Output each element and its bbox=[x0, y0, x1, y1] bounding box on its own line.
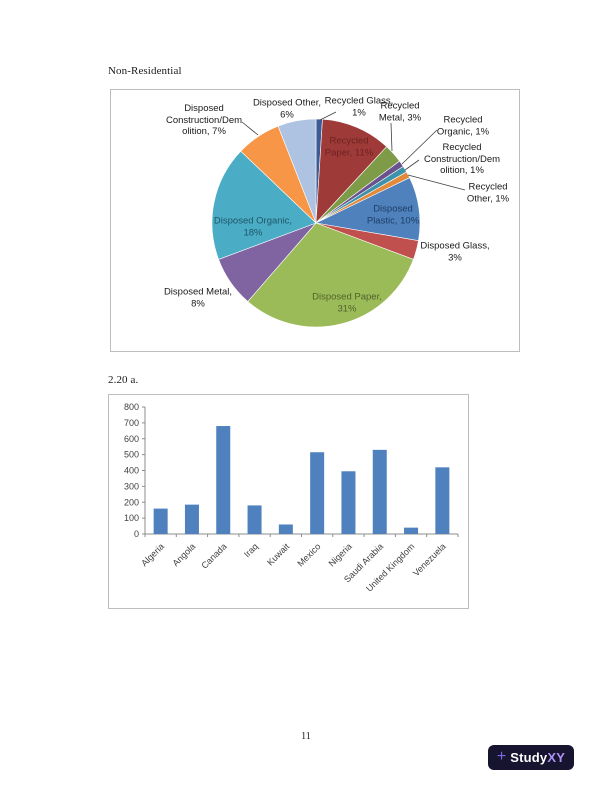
pie-label-disposed-paper: Disposed Paper, 31% bbox=[312, 291, 382, 315]
pie-leader-recycled-metal bbox=[390, 122, 393, 152]
pie-label-recycled-glass: Recycled Glass, 1% bbox=[324, 95, 394, 119]
y-tick-label: 200 bbox=[124, 497, 139, 507]
pie-slice-disposed-organic bbox=[211, 150, 317, 260]
pie-label-recycled-other: Recycled Other, 1% bbox=[466, 181, 510, 205]
pie-leader-recycled-glass bbox=[319, 111, 337, 121]
y-tick-label: 100 bbox=[124, 513, 139, 523]
x-category-label-nigeria: Nigeria bbox=[327, 541, 354, 568]
y-tick-label: 700 bbox=[124, 418, 139, 428]
y-tick-label: 800 bbox=[124, 402, 139, 412]
pie-label-disposed-metal: Disposed Metal, 8% bbox=[163, 286, 233, 310]
y-tick-label: 600 bbox=[124, 434, 139, 444]
studyxy-logo: + StudyXY bbox=[488, 745, 574, 770]
section-label-220a: 2.20 a. bbox=[108, 374, 139, 386]
x-category-label-mexico: Mexico bbox=[295, 541, 322, 568]
x-category-label-venezuela: Venezuela bbox=[411, 541, 448, 578]
page-number: 11 bbox=[301, 731, 311, 742]
bar-saudi-arabia bbox=[372, 449, 387, 534]
pie-slice-recycled-paper bbox=[315, 118, 388, 224]
pie-label-recycled-paper: Recycled Paper, 11% bbox=[324, 135, 374, 159]
bar-nigeria bbox=[341, 471, 356, 534]
y-tick-label: 0 bbox=[134, 529, 139, 539]
bar-algeria bbox=[153, 508, 168, 534]
bar-iraq bbox=[247, 505, 262, 534]
bar-svg: 0 100 200 300 400 500 600 700 800 Algeria Angola Ca… bbox=[124, 402, 459, 594]
bar-united-kingdom bbox=[404, 527, 419, 534]
bar-kuwait bbox=[278, 524, 293, 534]
pie-chart-frame: Recycled Glass, 1% Recycled Paper, 11% Recyc… bbox=[110, 89, 520, 352]
bar-chart-frame: 0 100 200 300 400 500 600 700 800 Algeria Angola Ca… bbox=[108, 394, 469, 609]
bar-venezuela bbox=[435, 467, 450, 534]
pie-label-disposed-plastic: Disposed Plastic, 10% bbox=[366, 203, 420, 227]
y-tick-label: 500 bbox=[124, 450, 139, 460]
pie-label-disposed-construction-demolition: Disposed Construction/Dem olition, 7% bbox=[165, 102, 243, 137]
logo-text-study: Study bbox=[510, 749, 548, 765]
pie-label-recycled-metal: Recycled Metal, 3% bbox=[378, 100, 422, 124]
pie-label-disposed-organic: Disposed Organic, 18% bbox=[213, 215, 293, 239]
pie-svg bbox=[211, 111, 466, 328]
pie-slice-disposed-paper bbox=[247, 222, 414, 328]
x-category-label-canada: Canada bbox=[199, 541, 228, 570]
pie-leader-recycled-construction-demolition bbox=[404, 159, 420, 171]
x-category-label-iraq: Iraq bbox=[242, 541, 260, 559]
bar-angola bbox=[184, 504, 199, 534]
plus-icon: + bbox=[496, 748, 507, 765]
x-category-label-algeria: Algeria bbox=[139, 541, 166, 568]
pie-label-disposed-other: Disposed Other, 6% bbox=[252, 97, 322, 121]
pie-label-recycled-construction-demolition: Recycled Construction/Dem olition, 1% bbox=[423, 141, 501, 176]
y-tick-label: 300 bbox=[124, 481, 139, 491]
pie-leader-recycled-organic bbox=[401, 129, 438, 165]
pie-label-disposed-glass: Disposed Glass, 3% bbox=[420, 240, 490, 264]
section-label-non-residential: Non-Residential bbox=[108, 65, 182, 77]
pie-slice-disposed-other bbox=[277, 118, 317, 224]
bar-mexico bbox=[310, 452, 325, 534]
pie-leader-recycled-other bbox=[407, 174, 466, 191]
pie-label-recycled-organic: Recycled Organic, 1% bbox=[436, 114, 490, 138]
bar-canada bbox=[216, 426, 231, 534]
x-category-label-angola: Angola bbox=[170, 541, 197, 568]
logo-text-xy: XY bbox=[547, 749, 566, 765]
pie-leader-disposed-construction-demolition bbox=[241, 121, 259, 136]
y-tick-label: 400 bbox=[124, 466, 139, 476]
x-category-label-kuwait: Kuwait bbox=[265, 541, 292, 568]
